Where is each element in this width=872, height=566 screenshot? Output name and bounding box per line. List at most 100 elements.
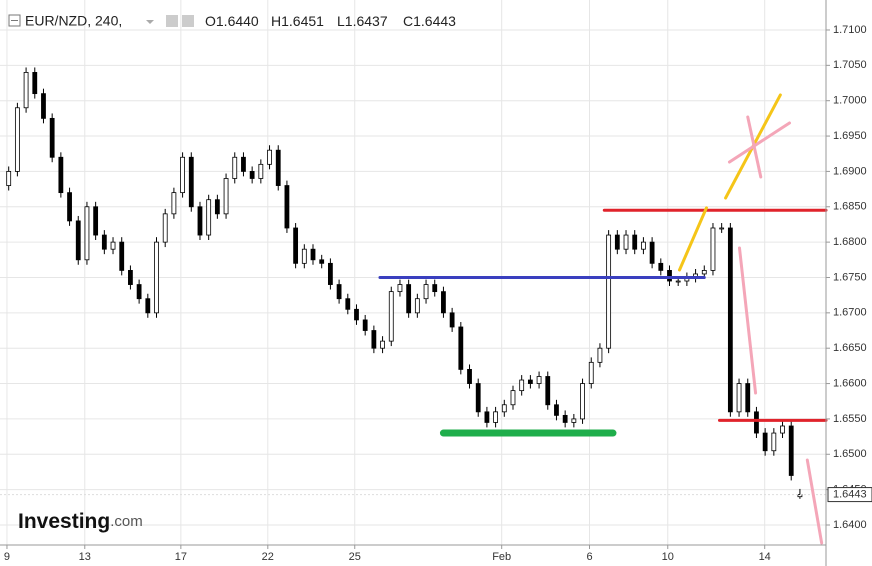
candle-body bbox=[423, 284, 429, 300]
candle-body bbox=[623, 234, 629, 250]
candle-body bbox=[667, 270, 672, 282]
collapse-icon[interactable] bbox=[8, 14, 21, 27]
watermark-brand: Investing bbox=[18, 510, 110, 533]
ohlc-field: C1.6443 bbox=[403, 13, 456, 29]
candle-body bbox=[788, 425, 794, 476]
y-tick-label: 1.6400 bbox=[833, 519, 867, 531]
candle-body bbox=[23, 72, 29, 109]
candle-body bbox=[275, 149, 281, 186]
candle-body bbox=[197, 206, 203, 236]
drawing-line bbox=[677, 206, 708, 272]
x-tick-label: Feb bbox=[492, 551, 511, 563]
candle-body bbox=[641, 241, 646, 250]
candle-body bbox=[701, 270, 707, 275]
y-tick-label: 1.6800 bbox=[833, 236, 867, 248]
candle-body bbox=[188, 156, 194, 208]
candle-body bbox=[267, 149, 272, 165]
candle-body bbox=[180, 156, 185, 194]
ohlc-field: H1.6451 bbox=[271, 13, 324, 29]
candle-body bbox=[101, 234, 107, 250]
ohlc-values: O1.6440 H1.6451 L1.6437 C1.6443 bbox=[205, 13, 456, 29]
last-price-box bbox=[827, 487, 872, 503]
candle-body bbox=[458, 326, 464, 370]
watermark: Investing.com bbox=[18, 510, 143, 533]
candle-body bbox=[380, 340, 385, 349]
candle-body bbox=[754, 411, 759, 434]
y-tick-label: 1.6850 bbox=[833, 201, 867, 213]
ohlc-label: L bbox=[337, 13, 345, 29]
candle-body bbox=[484, 411, 490, 423]
y-tick-label: 1.6650 bbox=[833, 342, 867, 354]
candle-body bbox=[327, 262, 333, 285]
candle-body bbox=[284, 185, 290, 229]
ohlc-label: C bbox=[403, 13, 413, 29]
header: EUR/NZD, 240, bbox=[8, 13, 194, 29]
y-tick-label: 1.6950 bbox=[833, 130, 867, 142]
ohlc-label: H bbox=[271, 13, 281, 29]
candle-body bbox=[301, 248, 307, 264]
ohlc-label: O bbox=[205, 13, 216, 29]
ohlc-value: 1.6443 bbox=[413, 13, 456, 29]
candle-body bbox=[67, 192, 72, 222]
x-tick-label: 9 bbox=[4, 551, 10, 563]
watermark-domain: .com bbox=[110, 513, 143, 530]
drawing-line bbox=[727, 121, 791, 164]
candle-body bbox=[154, 241, 159, 314]
candle-body bbox=[727, 227, 733, 413]
plot bbox=[0, 67, 828, 545]
candle-body bbox=[232, 156, 238, 179]
candle-body bbox=[319, 259, 325, 264]
candle-body bbox=[136, 284, 142, 300]
candle-body bbox=[388, 291, 394, 342]
candle-body bbox=[414, 298, 420, 314]
candle-body bbox=[93, 206, 99, 236]
candle-body bbox=[241, 156, 246, 172]
candle-body bbox=[310, 248, 316, 261]
candle-body bbox=[580, 383, 585, 420]
candle-body bbox=[223, 178, 229, 215]
candle-body bbox=[545, 376, 551, 406]
candle-body bbox=[527, 379, 533, 384]
candle-body bbox=[501, 404, 507, 413]
ohlc-value: 1.6437 bbox=[345, 13, 388, 29]
drawing-line bbox=[746, 115, 763, 179]
candle-body bbox=[371, 330, 377, 349]
candle-body bbox=[441, 291, 446, 314]
candle-body bbox=[719, 227, 725, 230]
candle-body bbox=[745, 383, 751, 413]
candle-body bbox=[84, 206, 90, 261]
candle-body bbox=[336, 284, 342, 300]
y-tick-label: 1.7000 bbox=[833, 95, 867, 107]
candle-body bbox=[554, 404, 559, 416]
ohlc-field: L1.6437 bbox=[337, 13, 388, 29]
candle-body bbox=[649, 241, 655, 264]
candle-body bbox=[249, 171, 255, 179]
candle-body bbox=[293, 227, 299, 264]
candle-body bbox=[406, 284, 412, 314]
candle-body bbox=[588, 361, 594, 384]
dropdown-icon[interactable] bbox=[146, 20, 154, 24]
ohlc-value: 1.6440 bbox=[216, 13, 259, 29]
candle-body bbox=[128, 270, 133, 285]
candle-body bbox=[658, 262, 664, 271]
candle-body bbox=[710, 227, 716, 271]
grid bbox=[0, 0, 826, 545]
candle-body bbox=[145, 298, 151, 314]
x-tick-label: 6 bbox=[586, 551, 592, 563]
candle-body bbox=[493, 411, 499, 423]
x-tick-label: 25 bbox=[349, 551, 361, 563]
candle-body bbox=[345, 298, 351, 310]
settings-icon[interactable] bbox=[182, 15, 194, 27]
candle-body bbox=[562, 414, 568, 423]
candle-body bbox=[41, 93, 46, 119]
candle-body bbox=[510, 390, 516, 406]
candle-body bbox=[397, 284, 403, 293]
candle-body bbox=[597, 347, 603, 363]
ohlc-value: 1.6451 bbox=[281, 13, 324, 29]
candle-body bbox=[614, 234, 620, 250]
candle-body bbox=[258, 163, 264, 179]
visibility-icon[interactable] bbox=[166, 15, 178, 27]
candle-body bbox=[771, 432, 777, 452]
